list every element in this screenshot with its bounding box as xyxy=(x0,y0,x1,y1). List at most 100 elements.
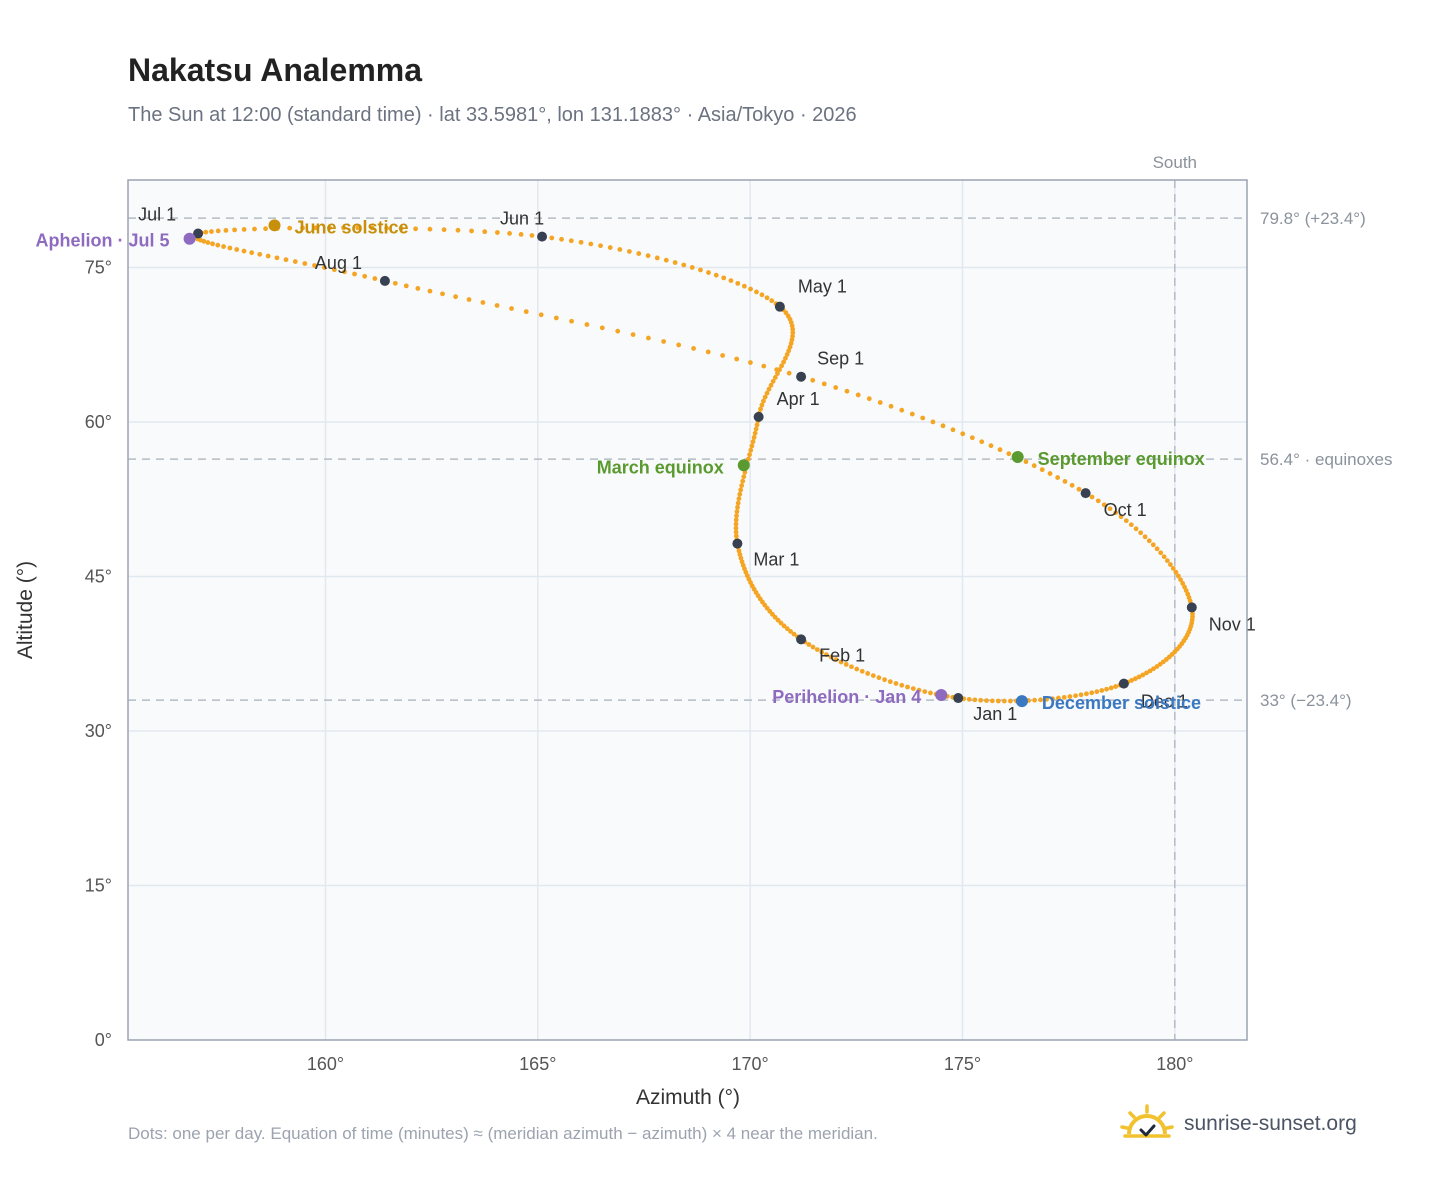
daily-sun-dot xyxy=(215,228,221,234)
daily-sun-dot xyxy=(734,356,740,362)
daily-sun-dot xyxy=(283,257,289,263)
daily-sun-dot xyxy=(751,435,757,440)
month-marker xyxy=(193,228,204,239)
month-marker xyxy=(1118,678,1129,689)
daily-sun-dot xyxy=(814,647,820,653)
daily-sun-dot xyxy=(748,447,754,453)
daily-sun-dot xyxy=(746,456,751,462)
daily-sun-dot xyxy=(1104,686,1109,692)
daily-sun-dot xyxy=(599,325,605,331)
month-marker xyxy=(732,538,743,549)
daily-sun-dot xyxy=(747,452,752,458)
daily-sun-dot xyxy=(810,377,816,383)
daily-sun-dot xyxy=(327,225,332,231)
reference-line-label: 33° (−23.4°) xyxy=(1260,691,1352,710)
daily-sun-dot xyxy=(1147,668,1153,674)
daily-sun-dot xyxy=(549,235,555,241)
daily-sun-dot xyxy=(734,509,740,514)
daily-sun-dot xyxy=(598,243,603,249)
daily-sun-dot xyxy=(997,447,1003,453)
daily-sun-dot xyxy=(626,249,632,254)
y-tick-label: 60° xyxy=(85,412,112,432)
daily-sun-dot xyxy=(833,385,839,390)
daily-sun-dot xyxy=(783,355,788,361)
month-label: May 1 xyxy=(798,277,847,297)
daily-sun-dot xyxy=(1007,698,1013,704)
daily-sun-dot xyxy=(821,381,827,387)
daily-sun-dot xyxy=(538,312,544,318)
event-label: Perihelion · Jan 4 xyxy=(772,687,921,707)
daily-sun-dot xyxy=(691,346,696,351)
daily-sun-dot xyxy=(568,238,574,244)
x-tick-label: 165° xyxy=(519,1054,556,1074)
daily-sun-dot xyxy=(413,226,418,232)
month-marker xyxy=(1186,602,1197,613)
daily-sun-dot xyxy=(1178,577,1184,583)
daily-sun-dot xyxy=(849,664,854,670)
daily-sun-dot xyxy=(507,230,512,236)
reference-line-label: 79.8° (+23.4°) xyxy=(1260,209,1366,228)
daily-sun-dot xyxy=(221,244,226,249)
daily-sun-dot xyxy=(1140,672,1146,678)
daily-sun-dot xyxy=(1001,698,1007,704)
daily-sun-dot xyxy=(738,555,744,561)
daily-sun-dot xyxy=(321,265,327,270)
daily-sun-dot xyxy=(1129,678,1134,683)
month-label: Sep 1 xyxy=(817,349,864,369)
daily-sun-dot xyxy=(661,339,667,344)
event-label: September equinox xyxy=(1038,449,1205,469)
month-marker xyxy=(953,693,964,704)
daily-sun-dot xyxy=(559,236,564,242)
daily-sun-dot xyxy=(899,682,905,688)
daily-sun-dot xyxy=(940,423,946,429)
daily-sun-dot xyxy=(779,363,785,369)
daily-sun-dot xyxy=(1039,467,1045,473)
daily-sun-dot xyxy=(249,250,255,256)
daily-sun-dot xyxy=(769,298,775,304)
y-axis-label: Altitude (°) xyxy=(14,561,37,659)
daily-sun-dot xyxy=(778,620,784,626)
daily-sun-dot xyxy=(1108,685,1114,691)
event-marker xyxy=(268,219,281,232)
daily-sun-dot xyxy=(509,306,514,311)
daily-sun-dot xyxy=(988,443,994,449)
daily-sun-dot xyxy=(748,286,753,292)
daily-sun-dot xyxy=(735,280,741,286)
daily-sun-dot xyxy=(759,292,765,298)
daily-sun-dot xyxy=(810,644,816,650)
month-marker xyxy=(1080,488,1091,499)
daily-sun-dot xyxy=(960,431,966,437)
daily-sun-dot xyxy=(1055,475,1061,480)
daily-sun-dot xyxy=(355,225,361,231)
daily-sun-dot xyxy=(734,513,739,519)
daily-sun-dot xyxy=(928,690,933,696)
daily-sun-dot xyxy=(1138,530,1144,536)
daily-sun-dot xyxy=(966,696,972,702)
month-marker xyxy=(796,371,807,382)
daily-sun-dot xyxy=(1151,666,1156,672)
daily-sun-dot xyxy=(369,225,375,231)
daily-sun-dot xyxy=(578,239,584,245)
daily-sun-dot xyxy=(790,330,796,336)
daily-sun-dot xyxy=(762,394,768,400)
daily-sun-dot xyxy=(1089,494,1095,500)
daily-sun-dot xyxy=(494,303,500,308)
daily-sun-dot xyxy=(855,392,861,398)
daily-sun-dot xyxy=(1107,506,1113,512)
daily-sun-dot xyxy=(787,344,793,350)
y-tick-label: 30° xyxy=(85,721,112,741)
daily-sun-dot xyxy=(1099,688,1105,693)
daily-sun-dot xyxy=(1154,546,1160,552)
daily-sun-dot xyxy=(740,478,746,484)
daily-sun-dot xyxy=(899,407,905,413)
daily-sun-dot xyxy=(1084,691,1089,697)
daily-sun-dot xyxy=(362,273,368,279)
reference-line-label: 56.4° · equinoxes xyxy=(1260,450,1393,469)
event-markers: June solstice December solstice March equi… xyxy=(36,217,1205,713)
daily-sun-dot xyxy=(292,259,298,264)
event-label: Aphelion · Jul 5 xyxy=(36,231,170,251)
daily-sun-dot xyxy=(469,228,474,234)
daily-sun-dot xyxy=(1056,695,1061,701)
daily-sun-dot xyxy=(1023,459,1029,465)
daily-sun-dot xyxy=(441,227,447,233)
